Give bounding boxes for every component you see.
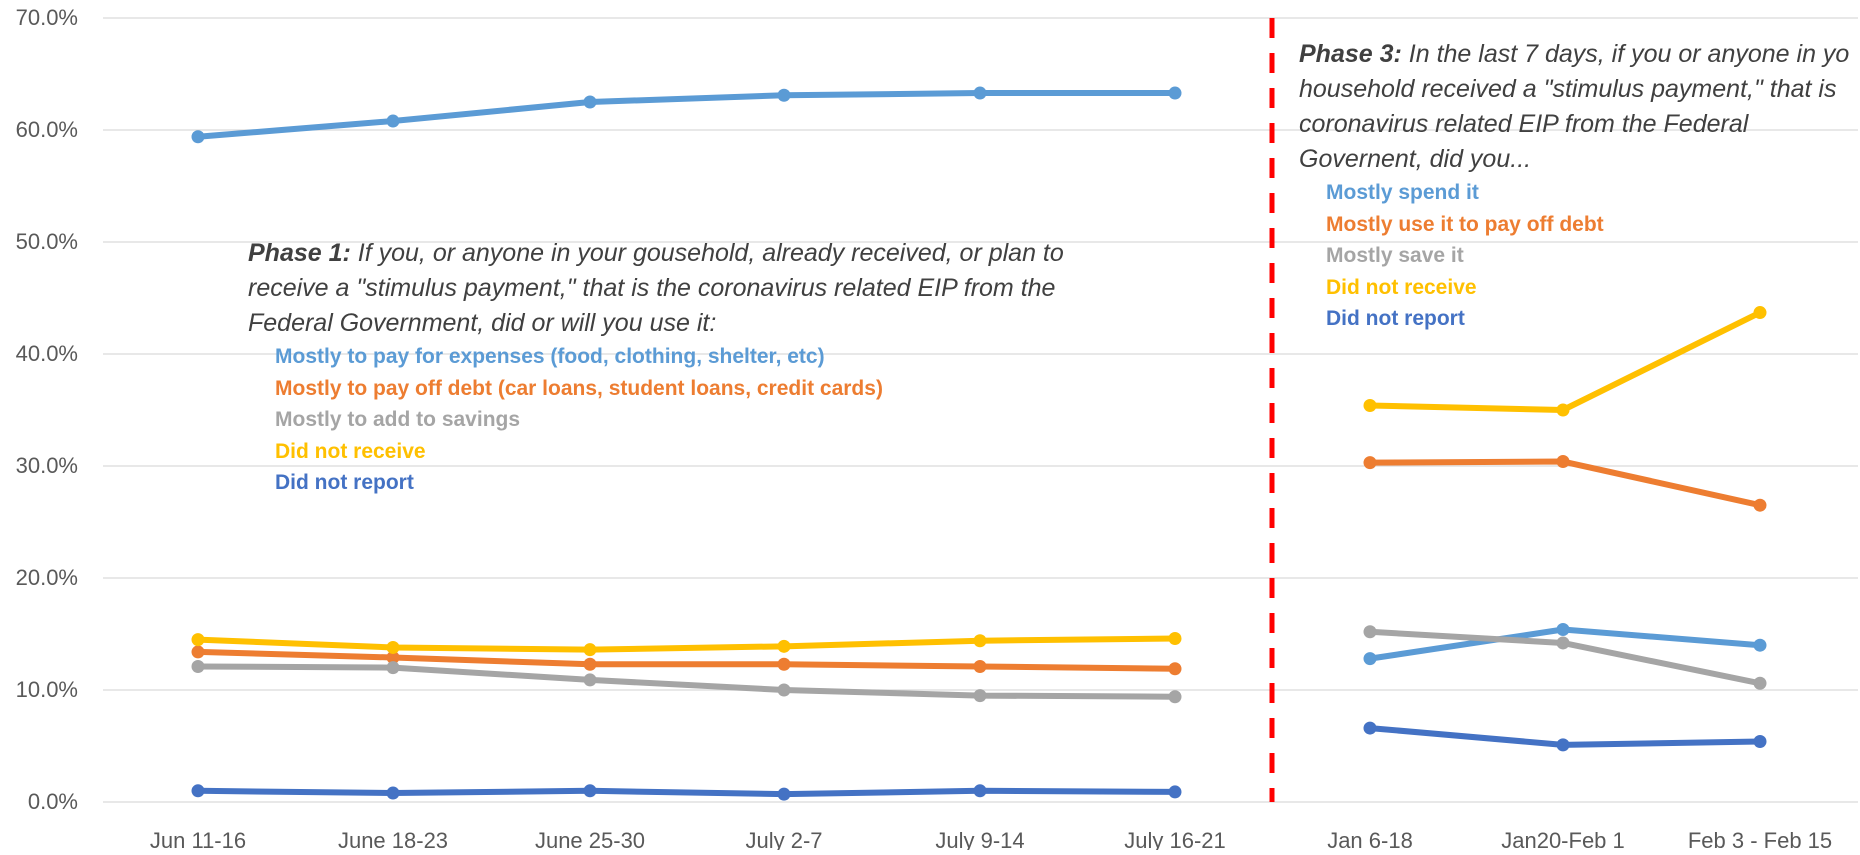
y-tick-label: 70.0% — [16, 5, 78, 30]
data-point-spend — [777, 88, 791, 102]
x-tick-label: Feb 3 - Feb 15 — [1688, 828, 1832, 850]
series-line-notreport-phase1 — [195, 787, 1178, 798]
data-point-notreceive — [1168, 631, 1182, 645]
data-point-save — [777, 683, 791, 697]
data-point-notreport — [1168, 785, 1182, 799]
x-tick-label: Jun 11-16 — [150, 828, 246, 850]
series-spend — [191, 86, 1767, 666]
data-point-notreceive — [583, 643, 597, 657]
y-tick-label: 0.0% — [28, 789, 78, 814]
data-point-save — [1363, 625, 1377, 639]
phase1-question-text: If you, or anyone in your gousehold, alr… — [248, 239, 1064, 337]
data-point-notreport — [777, 787, 791, 801]
data-point-save — [1168, 690, 1182, 704]
data-point-notreceive — [386, 640, 400, 654]
series-line-spend-phase1 — [195, 90, 1178, 140]
y-tick-label: 10.0% — [16, 677, 78, 702]
data-point-debt — [191, 645, 205, 659]
data-point-notreceive — [1363, 399, 1377, 413]
data-point-notreport — [386, 786, 400, 800]
phase3-legend-spend: Mostly spend it — [1326, 181, 1479, 204]
phase3-label: Phase 3: — [1299, 40, 1402, 68]
data-point-save — [583, 673, 597, 687]
y-tick-label: 60.0% — [16, 117, 78, 142]
data-point-debt — [1556, 455, 1570, 469]
data-point-save — [191, 659, 205, 673]
phase3-legend-notreport: Did not report — [1326, 307, 1465, 330]
phase1-question: Phase 1: If you, or anyone in your gouse… — [248, 236, 1128, 341]
data-point-save — [973, 689, 987, 703]
data-point-spend — [1753, 638, 1767, 652]
y-tick-label: 50.0% — [16, 229, 78, 254]
data-point-debt — [777, 657, 791, 671]
x-tick-label: June 18-23 — [338, 828, 448, 850]
data-point-notreport — [1363, 721, 1377, 735]
x-tick-label: July 9-14 — [935, 828, 1024, 850]
data-point-notreceive — [777, 639, 791, 653]
data-point-notreport — [1753, 735, 1767, 749]
data-point-debt — [583, 657, 597, 671]
data-point-notreport — [191, 784, 205, 798]
data-point-notreport — [973, 784, 987, 798]
y-tick-label: 30.0% — [16, 453, 78, 478]
data-point-debt — [1168, 662, 1182, 676]
series — [191, 86, 1767, 801]
phase1-annotation: Phase 1: If you, or anyone in your gouse… — [248, 236, 1128, 499]
phase3-legend-save: Mostly save it — [1326, 244, 1464, 267]
data-point-notreceive — [973, 634, 987, 648]
y-tick-label: 40.0% — [16, 341, 78, 366]
series-save — [191, 625, 1767, 704]
x-tick-label: June 25-30 — [535, 828, 645, 850]
phase1-legend-save: Mostly to add to savings — [275, 408, 521, 431]
data-point-notreceive — [1556, 403, 1570, 417]
series-notreport — [191, 721, 1767, 801]
phase3-question-text: In the last 7 days, if you or anyone in … — [1299, 40, 1850, 173]
phase1-legend-notreport: Did not report — [275, 471, 414, 494]
data-point-spend — [386, 114, 400, 128]
x-axis-ticks: Jun 11-16 June 18-23 June 25-30 July 2-7 Jul… — [150, 828, 1832, 853]
data-point-spend — [973, 86, 987, 100]
phase3-annotation: Phase 3: In the last 7 days, if you or a… — [1299, 37, 1859, 335]
phase3-legend-debt: Mostly use it to pay off debt — [1326, 212, 1604, 236]
grid — [103, 17, 1858, 803]
data-point-save — [1556, 636, 1570, 650]
x-tick-label: July 2-7 — [745, 828, 822, 850]
phase3-legend-notreceive: Did not receive — [1326, 275, 1477, 299]
data-point-debt — [973, 659, 987, 673]
phase1-label: Phase 1: — [248, 239, 351, 267]
x-tick-label: Jan 6-18 — [1327, 828, 1413, 850]
data-point-debt — [1363, 456, 1377, 470]
phase3-question: Phase 3: In the last 7 days, if you or a… — [1299, 37, 1859, 177]
phase1-legend-spend: Mostly to pay for expenses (food, clothi… — [275, 345, 825, 368]
y-tick-label: 20.0% — [16, 565, 78, 590]
phase1-legend-debt: Mostly to pay off debt (car loans, stude… — [275, 376, 883, 400]
data-point-spend — [191, 130, 205, 144]
data-point-spend — [583, 95, 597, 109]
x-tick-label: July 16-21 — [1124, 828, 1226, 850]
series-debt — [191, 455, 1767, 676]
data-point-save — [1753, 676, 1767, 690]
data-point-spend — [1556, 623, 1570, 637]
series-line-save-phase1 — [195, 663, 1178, 700]
series-line-debt-phase3 — [1367, 458, 1763, 509]
data-point-notreport — [583, 784, 597, 798]
series-line-debt-phase1 — [195, 648, 1178, 672]
series-line-notreceive-phase1 — [195, 635, 1178, 653]
phase1-legend-notreceive: Did not receive — [275, 439, 426, 463]
data-point-debt — [1753, 498, 1767, 512]
data-point-notreceive — [191, 633, 205, 647]
data-point-save — [386, 661, 400, 675]
x-tick-label: Jan20-Feb 1 — [1501, 828, 1625, 850]
data-point-notreceive — [1753, 306, 1767, 320]
data-point-debt — [386, 651, 400, 665]
data-point-spend — [1168, 86, 1182, 100]
y-axis-ticks: 0.0% 10.0% 20.0% 30.0% 40.0% 50.0% 60.0% 70.0% — [16, 5, 78, 814]
data-point-notreport — [1556, 738, 1570, 752]
series-notreceive — [191, 306, 1767, 657]
data-point-spend — [1363, 652, 1377, 666]
